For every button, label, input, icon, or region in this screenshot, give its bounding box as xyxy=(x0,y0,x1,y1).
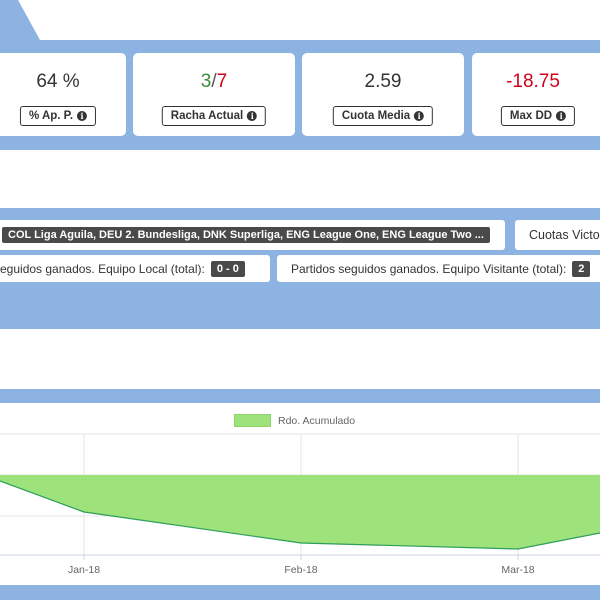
stat-value-odds: 2.59 xyxy=(364,71,402,92)
stat-label-odds: Cuota Media xyxy=(341,110,411,122)
ap-info-button[interactable]: % Ap. P. i xyxy=(19,106,97,126)
streak-wins: 3 xyxy=(200,71,212,92)
series-area xyxy=(0,475,600,549)
leagues-filter[interactable]: COL Liga Aguila, DEU 2. Bundesliga, DNK … xyxy=(0,220,505,250)
stat-label-ap: % Ap. P. xyxy=(28,110,74,122)
chart-band-bottom xyxy=(0,585,600,600)
chart-legend[interactable]: Rdo. Acumulado xyxy=(234,414,355,427)
stat-card-streak: 3/7 Racha Actual i xyxy=(133,53,295,136)
streak-total: 7 xyxy=(216,71,228,92)
away-streak-label: Partidos seguidos ganados. Equipo Visita… xyxy=(291,261,567,276)
away-streak-badge: 2 xyxy=(572,260,591,277)
leagues-badge: COL Liga Aguila, DEU 2. Bundesliga, DNK … xyxy=(2,227,490,243)
section-tab xyxy=(0,0,40,40)
streak-info-button[interactable]: Racha Actual i xyxy=(161,106,267,126)
info-icon: i xyxy=(77,111,88,121)
stat-value-ap: 64 % xyxy=(36,71,80,92)
away-streak-filter: Partidos seguidos ganados. Equipo Visita… xyxy=(277,255,600,282)
x-tick-label: Jan-18 xyxy=(68,564,100,576)
stat-card-ap: 64 % % Ap. P. i xyxy=(0,53,126,136)
stat-label-maxdd: Max DD xyxy=(509,110,553,122)
info-icon: i xyxy=(556,111,567,121)
streak-separator: / xyxy=(211,71,217,92)
home-streak-filter: eguidos ganados. Equipo Local (total): 0… xyxy=(0,255,270,282)
x-tick-label: Mar-18 xyxy=(501,564,534,576)
odds-filter[interactable]: Cuotas Victo xyxy=(515,220,600,250)
cumulative-result-chart: Jan-18 Feb-18 Mar-18 xyxy=(0,433,600,576)
odds-info-button[interactable]: Cuota Media i xyxy=(332,106,434,126)
home-streak-label: eguidos ganados. Equipo Local (total): xyxy=(0,261,205,276)
legend-swatch xyxy=(234,414,271,427)
stat-label-streak: Racha Actual xyxy=(170,110,244,122)
x-tick-label: Feb-18 xyxy=(284,564,317,576)
legend-label: Rdo. Acumulado xyxy=(278,414,356,427)
stat-value-streak: 3/7 xyxy=(133,71,295,93)
home-streak-badge: 0 - 0 xyxy=(210,260,245,277)
odds-filter-label: Cuotas Victo xyxy=(529,228,600,242)
maxdd-info-button[interactable]: Max DD i xyxy=(500,106,576,126)
stat-card-maxdd: -18.75 Max DD i xyxy=(472,53,600,136)
info-icon: i xyxy=(414,111,425,121)
chart-band-top xyxy=(0,389,600,403)
series-line xyxy=(0,480,600,550)
stat-value-maxdd: -18.75 xyxy=(506,71,560,92)
info-icon: i xyxy=(247,111,258,121)
stat-card-odds: 2.59 Cuota Media i xyxy=(302,53,464,136)
